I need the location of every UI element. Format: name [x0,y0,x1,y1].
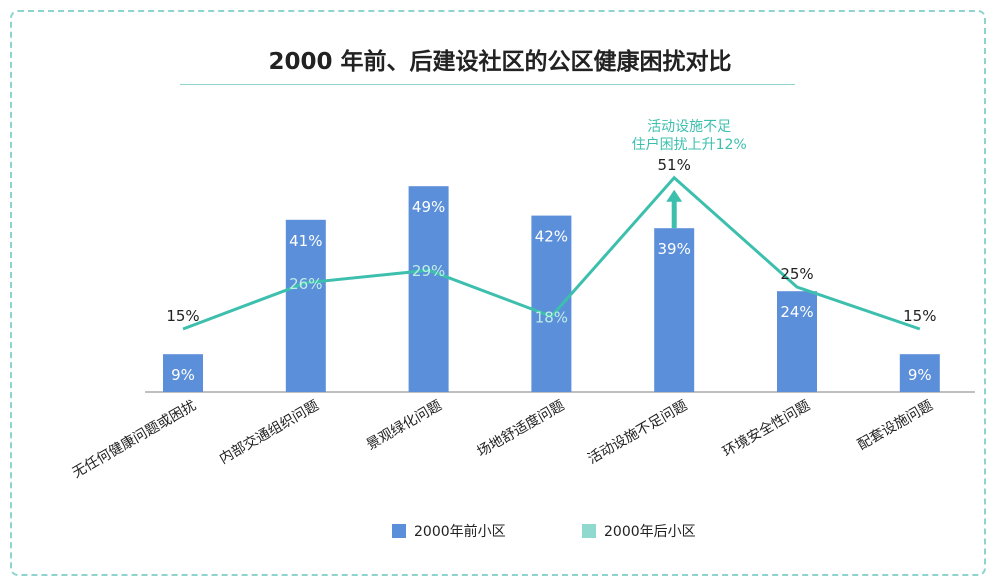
category-label: 环境安全性问题 [720,397,813,461]
bar-value-label: 42% [535,228,568,246]
line-value-label: 29% [412,262,445,280]
bar-value-label: 9% [171,366,195,384]
bar [285,219,326,392]
dashed-frame [10,10,986,576]
bar-value-label: 39% [658,240,691,258]
category-label: 内部交通组织问题 [216,397,321,468]
line-value-label: 15% [903,307,936,325]
legend-item-after-2000: 2000年后小区 [582,521,696,541]
legend-item-before-2000: 2000年前小区 [392,521,506,541]
category-label: 活动设施不足问题 [585,398,690,468]
legend-swatch-line [582,524,596,538]
bar-value-label: 24% [780,303,813,321]
legend-label: 2000年后小区 [604,524,696,540]
category-label: 景观绿化问题 [364,398,445,454]
annotation-text: 住户困扰上升12% [632,136,747,153]
bar [163,354,203,392]
bar [899,354,940,392]
category-label: 场地舒适度问题 [475,398,568,461]
bar [531,215,572,392]
bar-value-label: 9% [908,366,932,384]
line-value-label: 51% [658,156,691,174]
chart-title: 2000 年前、后建设社区的公区健康困扰对比 [268,49,732,75]
bar [408,186,449,392]
line-value-label: 15% [166,307,199,325]
line-value-label: 25% [780,265,813,283]
annotation-text: 活动设施不足 [647,119,731,135]
increase-arrow-head [666,189,683,202]
category-label: 无任何健康问题或困扰 [69,397,199,482]
bar [654,228,695,392]
category-label: 配套设施问题 [855,398,936,454]
line-value-label: 26% [289,275,322,293]
title-underline [180,84,795,85]
line-value-label: 18% [535,308,568,326]
bar-value-label: 41% [289,232,322,250]
legend-swatch-bar [392,524,406,538]
series-line [182,175,921,331]
bar-value-label: 49% [412,198,445,216]
legend-label: 2000年前小区 [414,524,506,540]
bar [777,291,817,392]
